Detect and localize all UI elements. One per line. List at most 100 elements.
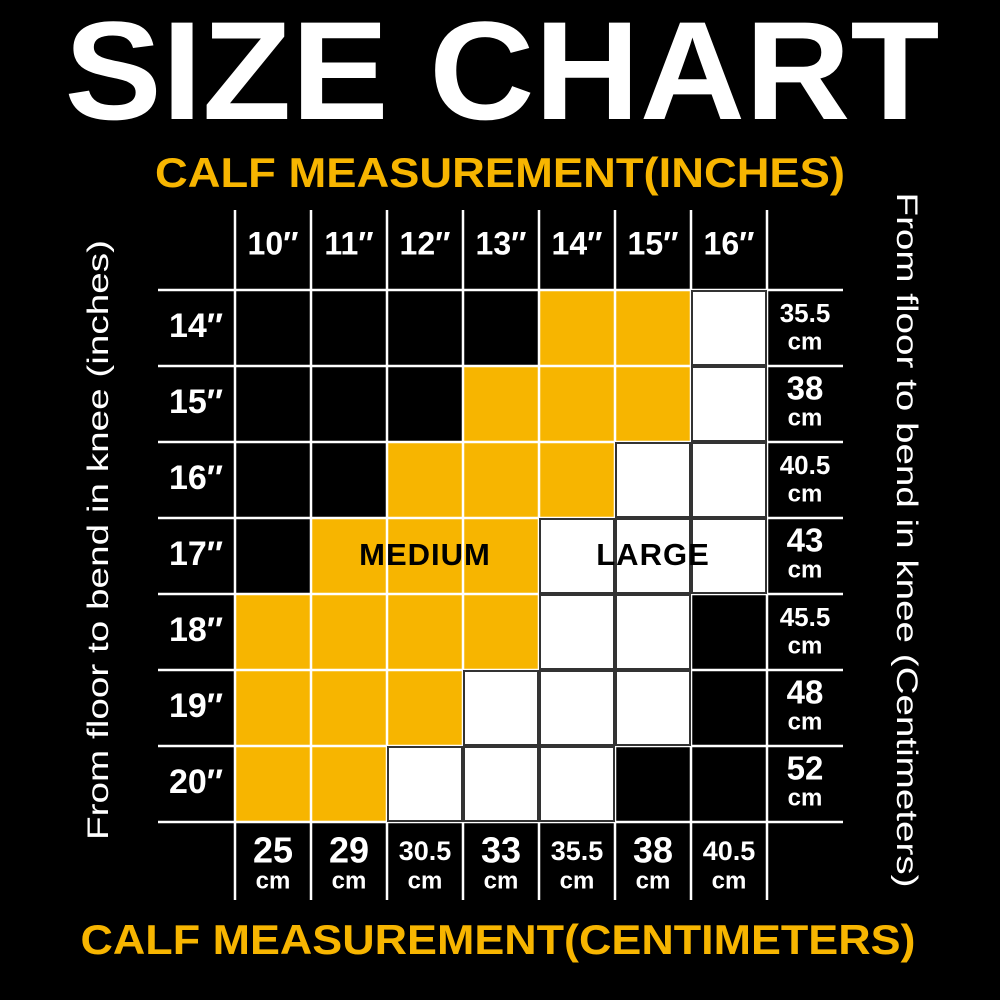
cell-medium	[463, 518, 539, 594]
cell-border	[463, 746, 539, 822]
column-cm-unit: cm	[560, 867, 595, 894]
cell-medium	[311, 746, 387, 822]
column-cm-value: 40.5	[703, 836, 756, 866]
cell-border	[615, 442, 691, 518]
title: SIZE CHART	[65, 0, 940, 149]
cell-border	[539, 670, 615, 746]
bottom-header: CALF MEASUREMENT(CENTIMETERS)	[81, 916, 916, 963]
row-cm-unit: cm	[788, 632, 823, 659]
cell-medium	[539, 366, 615, 442]
column-label: 15″	[628, 225, 679, 261]
column-cm-value: 33	[481, 830, 521, 871]
row-cm-unit: cm	[788, 784, 823, 811]
cell-border	[463, 670, 539, 746]
cell-border	[691, 442, 767, 518]
region-label: LARGE	[596, 537, 710, 572]
row-cm-value: 48	[787, 674, 824, 711]
cell-medium	[387, 518, 463, 594]
cell-medium	[235, 594, 311, 670]
row-cm-unit: cm	[788, 556, 823, 583]
row-cm-value: 40.5	[780, 450, 831, 480]
cell-border	[539, 746, 615, 822]
cell-medium	[311, 594, 387, 670]
cell-border	[615, 594, 691, 670]
column-label: 16″	[704, 225, 755, 261]
column-label: 11″	[324, 225, 373, 261]
column-cm-unit: cm	[636, 867, 671, 894]
row-label: 18″	[169, 611, 223, 649]
cell-large	[538, 745, 616, 823]
cell-medium	[311, 518, 387, 594]
row-cm-value: 45.5	[780, 602, 831, 632]
region-label: MEDIUM	[359, 537, 491, 572]
cell-large	[462, 745, 540, 823]
cell-medium	[311, 670, 387, 746]
column-cm-unit: cm	[712, 867, 747, 894]
cell-medium	[539, 442, 615, 518]
cell-border	[691, 366, 767, 442]
cell-border	[615, 670, 691, 746]
row-cm-unit: cm	[788, 708, 823, 735]
cell-medium	[615, 366, 691, 442]
column-cm-unit: cm	[408, 867, 443, 894]
top-header: CALF MEASUREMENT(INCHES)	[155, 149, 845, 196]
cell-medium	[387, 594, 463, 670]
cell-border	[691, 518, 767, 594]
cell-large	[614, 669, 692, 747]
row-cm-value: 43	[787, 522, 824, 559]
left-label: From floor to bend in knee (inches)	[82, 240, 115, 840]
column-cm-value: 25	[253, 830, 293, 871]
row-cm-value: 38	[787, 370, 824, 407]
cell-medium	[615, 290, 691, 366]
row-label: 20″	[169, 763, 223, 801]
cell-large	[538, 593, 616, 671]
cell-large	[538, 669, 616, 747]
row-label: 14″	[169, 307, 223, 345]
cell-medium	[235, 670, 311, 746]
row-label: 16″	[169, 459, 223, 497]
cell-large	[614, 441, 692, 519]
cell-medium	[387, 442, 463, 518]
cell-border	[539, 594, 615, 670]
row-label: 19″	[169, 687, 223, 725]
column-cm-value: 38	[633, 830, 673, 871]
cell-border	[691, 290, 767, 366]
column-cm-value: 30.5	[399, 836, 452, 866]
cell-medium	[539, 290, 615, 366]
cell-large	[690, 441, 768, 519]
cell-border	[539, 518, 615, 594]
cell-large	[386, 745, 464, 823]
column-cm-unit: cm	[332, 867, 367, 894]
cell-large	[614, 593, 692, 671]
column-label: 12″	[400, 225, 451, 261]
cell-medium	[235, 746, 311, 822]
row-cm-value: 35.5	[780, 298, 831, 328]
cell-large	[462, 669, 540, 747]
cell-medium	[463, 366, 539, 442]
column-label: 14″	[552, 225, 603, 261]
cell-border	[387, 746, 463, 822]
cell-large	[690, 365, 768, 443]
row-cm-unit: cm	[788, 480, 823, 507]
cell-border	[615, 518, 691, 594]
right-label: From floor to bend in knee (Centimeters)	[890, 193, 923, 888]
row-cm-value: 52	[787, 750, 824, 787]
cell-large	[690, 289, 768, 367]
cell-large	[690, 517, 768, 595]
column-cm-unit: cm	[256, 867, 291, 894]
grid: 10″ 11″ 12″ 13″ 14″ 15″ 16″25cm29cm30.5cm33cm3…	[158, 210, 843, 900]
row-label: 15″	[169, 383, 223, 421]
cell-medium	[463, 442, 539, 518]
cell-medium	[387, 670, 463, 746]
column-label: 10″	[248, 225, 299, 261]
row-cm-unit: cm	[788, 328, 823, 355]
column-cm-value: 29	[329, 830, 369, 871]
cell-medium	[463, 594, 539, 670]
column-cm-unit: cm	[484, 867, 519, 894]
column-label: 13″	[476, 225, 527, 261]
row-cm-unit: cm	[788, 404, 823, 431]
column-cm-value: 35.5	[551, 836, 604, 866]
row-label: 17″	[169, 535, 223, 573]
